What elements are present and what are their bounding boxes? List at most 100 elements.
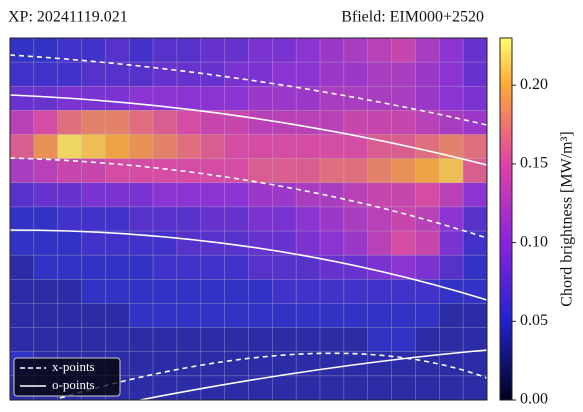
- heatmap-cell: [128, 327, 154, 353]
- heatmap-cell: [176, 85, 202, 111]
- heatmap-cell: [105, 134, 130, 159]
- heatmap-cell: [272, 85, 297, 111]
- heatmap-cell: [438, 182, 464, 208]
- heatmap-cell: [33, 134, 58, 159]
- heatmap-cell: [33, 61, 58, 87]
- heatmap-cell: [224, 279, 249, 304]
- heatmap-cell: [343, 206, 369, 232]
- heatmap-cell: [200, 85, 225, 111]
- heatmap-cell: [176, 206, 202, 232]
- heatmap-cell: [248, 351, 273, 377]
- heatmap-cell: [81, 230, 106, 256]
- heatmap-cell: [176, 375, 202, 401]
- heatmap-cell: [343, 61, 369, 87]
- heatmap-cell: [415, 110, 440, 135]
- legend-label: x-points: [52, 359, 95, 374]
- heatmap-cell: [391, 61, 416, 87]
- heatmap-cell: [9, 134, 35, 159]
- heatmap-cell: [462, 206, 488, 232]
- heatmap-cell: [176, 182, 202, 208]
- heatmap-cell: [343, 85, 369, 111]
- heatmap-cell: [128, 158, 154, 184]
- heatmap-cell: [343, 230, 369, 256]
- heatmap-cell: [415, 158, 440, 184]
- heatmap-cell: [81, 254, 106, 280]
- colorbar-tick-label: 0.10: [520, 233, 548, 250]
- heatmap-cell: [128, 85, 154, 111]
- heatmap-cell: [391, 37, 416, 63]
- heatmap-cell: [438, 254, 464, 280]
- heatmap-cell: [319, 351, 345, 377]
- heatmap-cell: [248, 230, 273, 256]
- heatmap-cell: [391, 206, 416, 232]
- heatmap-cell: [248, 110, 273, 135]
- heatmap-cell: [248, 303, 273, 328]
- heatmap-cell: [57, 206, 82, 232]
- heatmap-cell: [343, 158, 369, 184]
- heatmap-cell: [57, 61, 82, 87]
- heatmap-cell: [105, 61, 130, 87]
- heatmap-cell: [438, 158, 464, 184]
- plot-frame: [9, 37, 488, 401]
- heatmap-cell: [367, 110, 392, 135]
- heatmap-cell: [224, 254, 249, 280]
- heatmap-cell: [343, 303, 369, 328]
- heatmap-cell: [105, 327, 130, 353]
- heatmap-cell: [367, 375, 392, 401]
- heatmap-cell: [367, 254, 392, 280]
- heatmap-cell: [438, 206, 464, 232]
- heatmap-cell: [272, 158, 297, 184]
- heatmap-cell: [105, 37, 130, 63]
- heatmap-cell: [105, 303, 130, 328]
- heatmap-cell: [128, 351, 154, 377]
- heatmap-cell: [200, 182, 225, 208]
- heatmap-cell: [152, 206, 178, 232]
- heatmap-cell: [462, 134, 488, 159]
- heatmap-cell: [9, 61, 35, 87]
- heatmap-cell: [319, 158, 345, 184]
- heatmap-cell: [128, 206, 154, 232]
- heatmap-cell: [438, 303, 464, 328]
- heatmap-cell: [9, 158, 35, 184]
- heatmap-cell: [462, 279, 488, 304]
- heatmap-cell: [272, 375, 297, 401]
- heatmap-cell: [391, 110, 416, 135]
- heatmap-cell: [367, 206, 392, 232]
- heatmap-cell: [33, 303, 58, 328]
- heatmap-cell: [176, 37, 202, 63]
- heatmap-cell: [152, 37, 178, 63]
- heatmap-cell: [81, 110, 106, 135]
- heatmap-cell: [343, 37, 369, 63]
- heatmap-cell: [9, 279, 35, 304]
- colorbar-tick-label: 0.05: [520, 312, 548, 329]
- heatmap-cell: [57, 254, 82, 280]
- heatmap-cell: [224, 182, 249, 208]
- heatmap-cell: [248, 37, 273, 63]
- heatmap-cell: [152, 110, 178, 135]
- heatmap-cell: [319, 279, 345, 304]
- heatmap-cell: [128, 61, 154, 87]
- heatmap-cell: [343, 375, 369, 401]
- heatmap-cell: [224, 85, 249, 111]
- heatmap-cell: [81, 61, 106, 87]
- heatmap-cell: [319, 85, 345, 111]
- heatmap-cell: [295, 375, 321, 401]
- heatmap-cell: [272, 254, 297, 280]
- heatmap-cell: [152, 254, 178, 280]
- heatmap-cell: [438, 110, 464, 135]
- heatmap-cell: [9, 37, 35, 63]
- heatmap-cell: [438, 327, 464, 353]
- heatmap-cell: [319, 230, 345, 256]
- heatmap-cell: [438, 351, 464, 377]
- heatmap-cell: [224, 61, 249, 87]
- heatmap-cell: [295, 254, 321, 280]
- heatmap-cell: [152, 61, 178, 87]
- heatmap-cell: [367, 279, 392, 304]
- heatmap-cell: [128, 303, 154, 328]
- heatmap-cell: [200, 254, 225, 280]
- heatmap-cell: [57, 37, 82, 63]
- heatmap-cell: [176, 134, 202, 159]
- heatmap-cell: [319, 327, 345, 353]
- heatmap-cell: [415, 61, 440, 87]
